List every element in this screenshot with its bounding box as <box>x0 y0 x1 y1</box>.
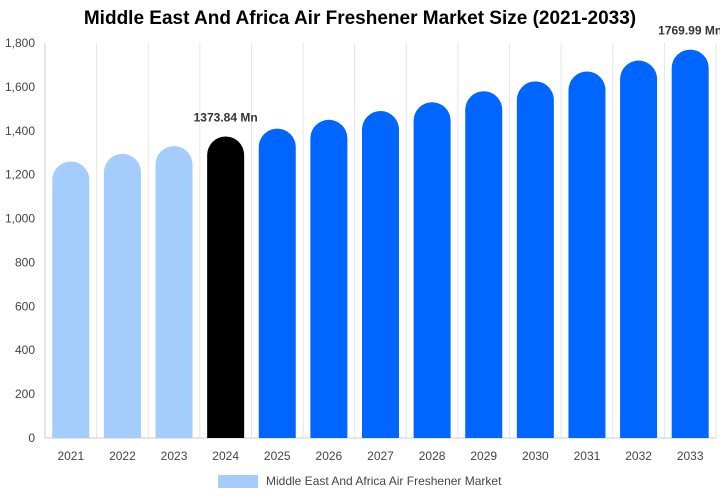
x-tick-label: 2022 <box>109 449 136 463</box>
x-tick-label: 2026 <box>316 449 343 463</box>
x-tick-label: 2023 <box>161 449 188 463</box>
bar-2021 <box>52 161 90 438</box>
x-tick-label: 2032 <box>625 449 652 463</box>
y-tick-label: 400 <box>15 343 35 357</box>
y-tick-label: 600 <box>15 299 35 313</box>
x-tick-label: 2028 <box>419 449 446 463</box>
x-tick-label: 2025 <box>264 449 291 463</box>
y-tick-label: 200 <box>15 387 35 401</box>
y-tick-label: 1,200 <box>5 168 35 182</box>
y-tick-label: 800 <box>15 255 35 269</box>
x-tick-label: 2021 <box>57 449 84 463</box>
x-tick-label: 2033 <box>677 449 704 463</box>
bar-chart: 0 200 400 600 800 1,000 1,200 1,400 1,600 1,800 20… <box>5 24 720 463</box>
bar-2032 <box>620 60 658 439</box>
bar-2024 <box>207 136 245 439</box>
y-tick-label: 1,400 <box>5 124 35 138</box>
y-tick-label: 1,000 <box>5 212 35 226</box>
bar-2031 <box>568 71 606 439</box>
bar-2022 <box>103 153 141 438</box>
bar-2027 <box>362 111 399 438</box>
bar-2023 <box>155 146 193 438</box>
x-tick-label: 2024 <box>212 449 239 463</box>
y-tick-label: 0 <box>28 431 35 445</box>
chart-title: Middle East And Africa Air Freshener Mar… <box>83 8 637 29</box>
bar-2025 <box>258 128 296 439</box>
bar-2029 <box>465 91 503 439</box>
bar-2028 <box>413 102 451 438</box>
bar-2033 <box>671 49 709 438</box>
x-tick-label: 2031 <box>574 449 601 463</box>
x-tick-label: 2029 <box>470 449 497 463</box>
legend: Middle East And Africa Air Freshener Mar… <box>218 474 501 488</box>
y-tick-label: 1,600 <box>5 80 35 94</box>
y-tick-label: 1,800 <box>5 36 35 50</box>
x-tick-label: 2027 <box>367 449 394 463</box>
bar-2026 <box>310 119 348 438</box>
data-label-2033: 1769.99 Mn <box>658 24 720 38</box>
data-label-2024: 1373.84 Mn <box>194 111 258 125</box>
legend-swatch <box>218 474 258 488</box>
legend-label: Middle East And Africa Air Freshener Mar… <box>266 474 502 488</box>
x-tick-label: 2030 <box>522 449 549 463</box>
bar-2030 <box>516 81 554 439</box>
